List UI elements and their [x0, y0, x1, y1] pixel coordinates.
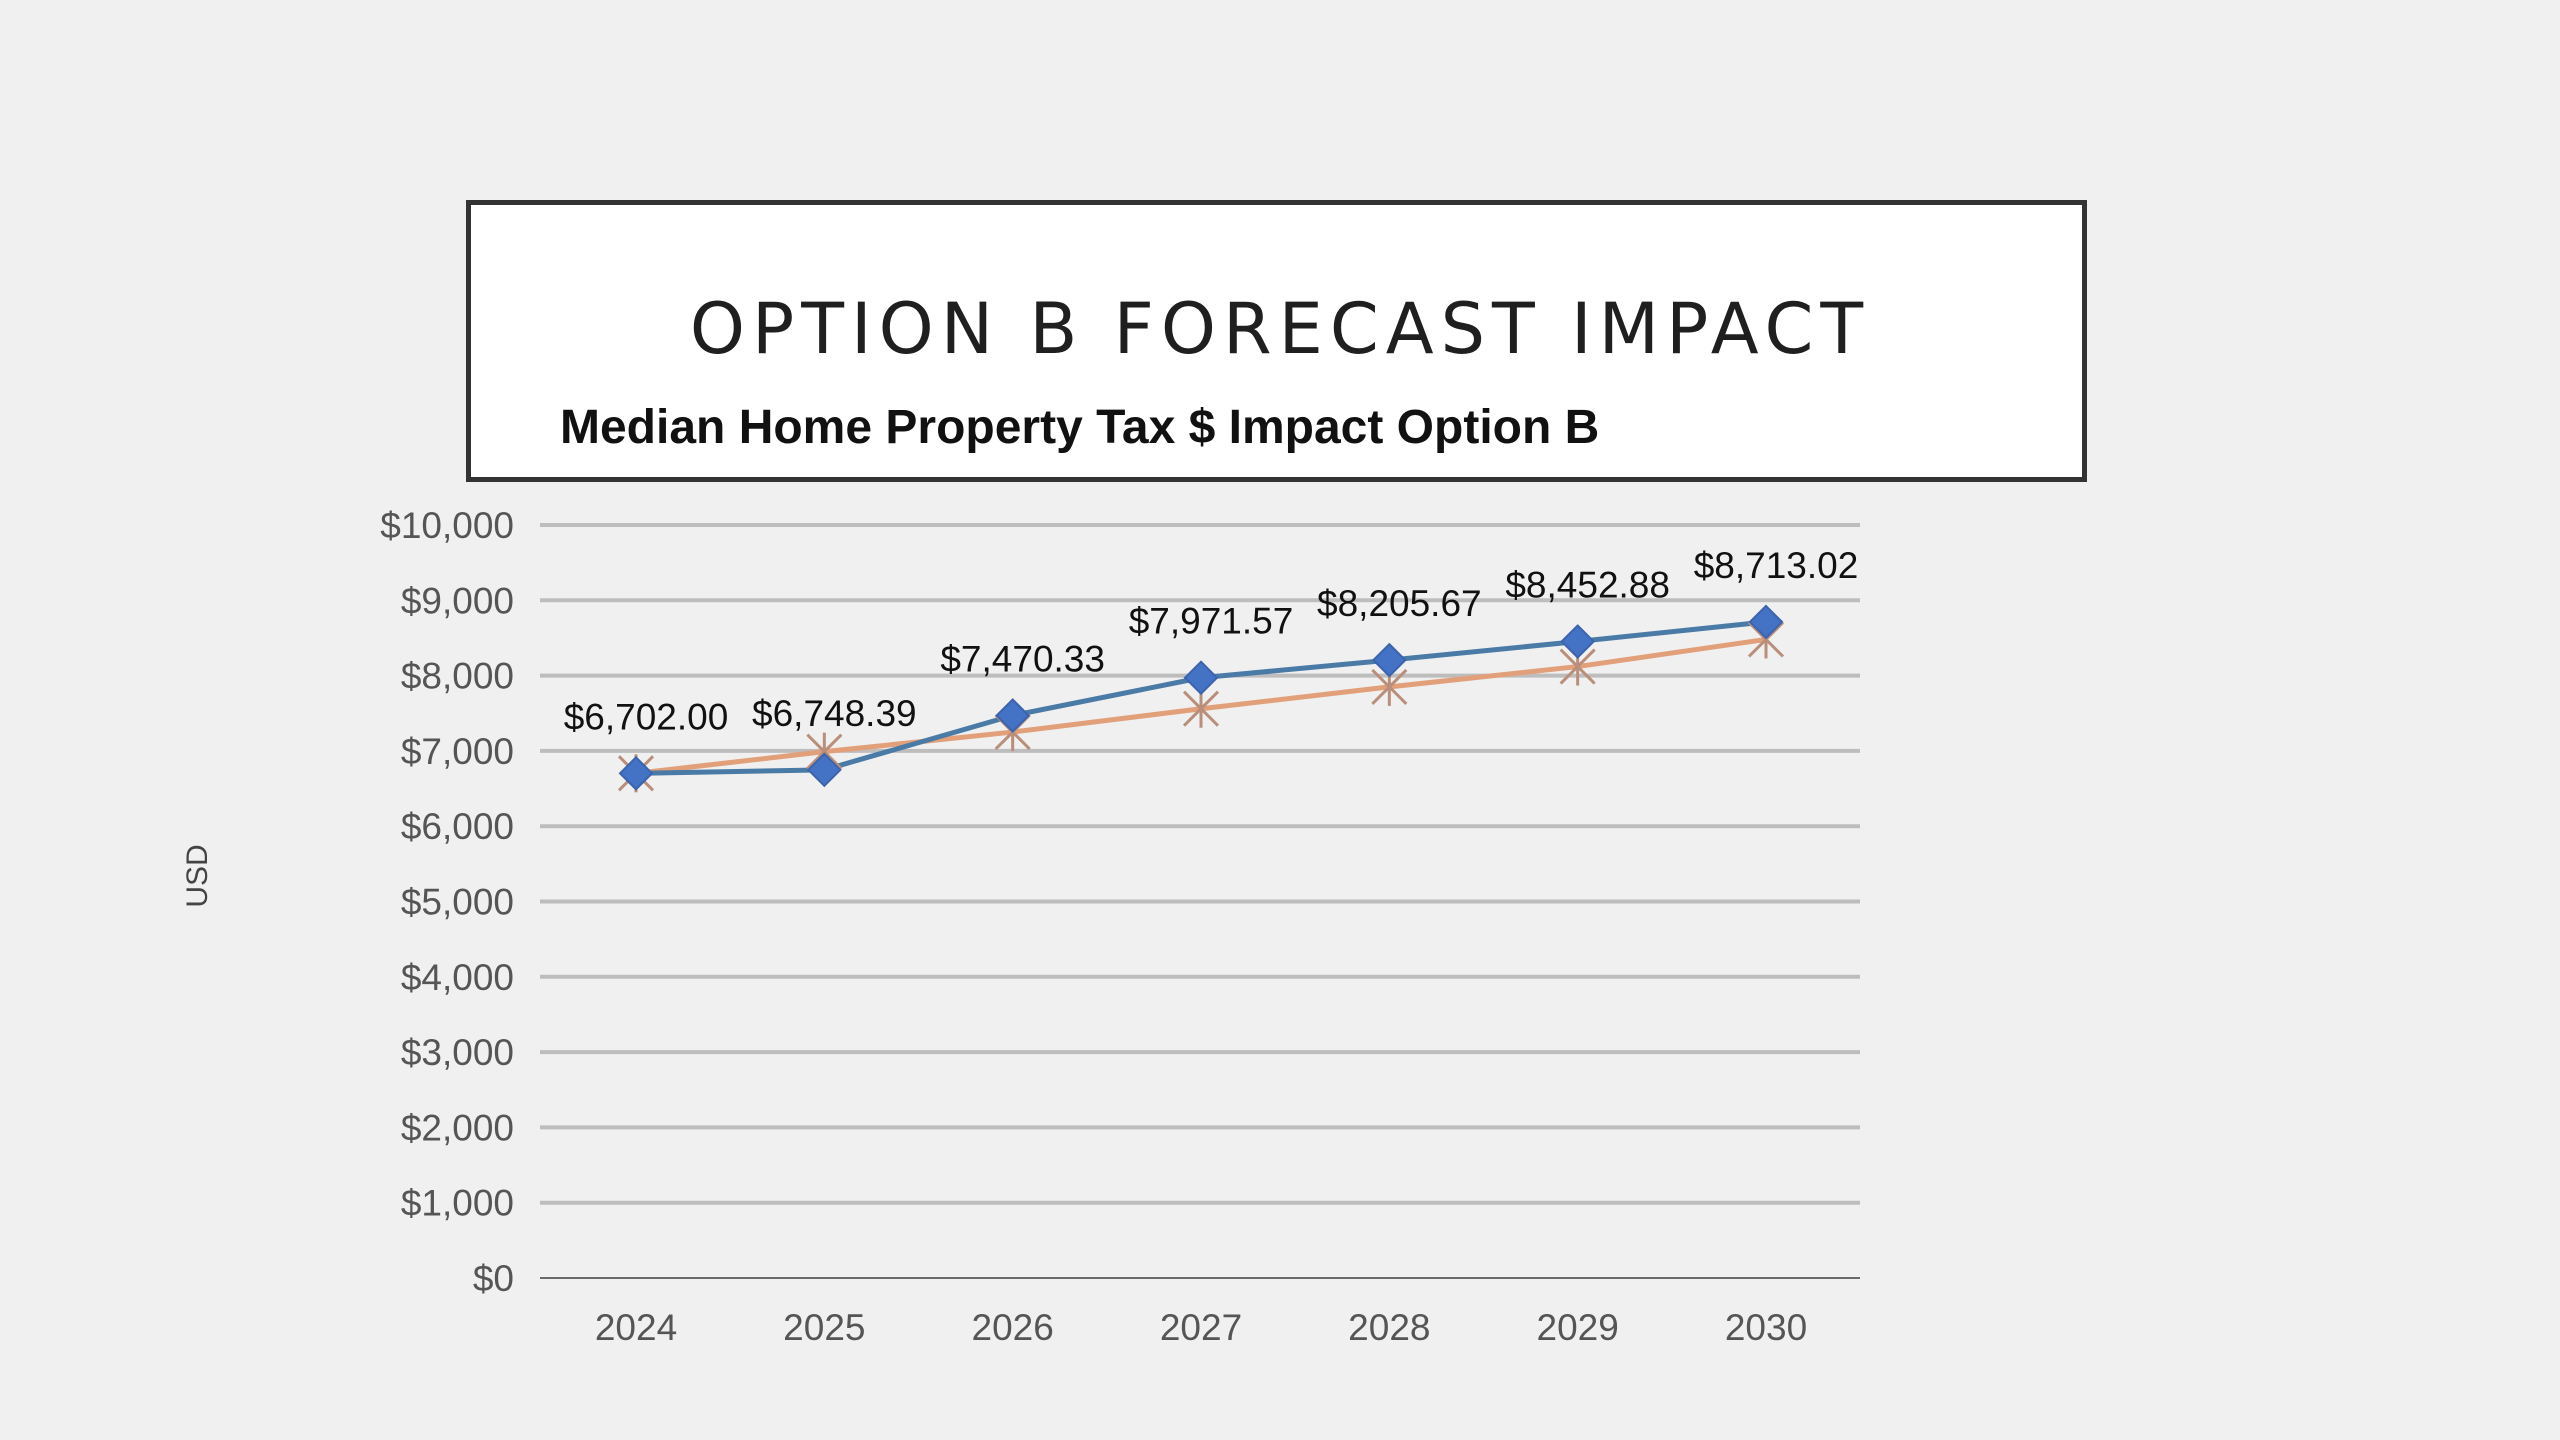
data-label: $8,205.67: [1317, 583, 1482, 624]
series-2-marker: [1182, 689, 1220, 728]
data-label: $6,702.00: [564, 696, 729, 737]
x-tick-label: 2025: [783, 1307, 865, 1348]
x-tick-label: 2024: [595, 1307, 677, 1348]
y-tick-label: $9,000: [401, 580, 514, 621]
y-tick-label: $0: [473, 1258, 514, 1299]
y-tick-label: $10,000: [380, 505, 514, 546]
gridlines: [540, 523, 1860, 1279]
x-tick-label: 2029: [1537, 1307, 1619, 1348]
series-1-marker: [1371, 642, 1407, 678]
y-tick-label: $7,000: [401, 731, 514, 772]
markers: [617, 604, 1785, 793]
data-label: $7,470.33: [940, 638, 1105, 679]
y-tick-label: $6,000: [401, 806, 514, 847]
data-label: $8,713.02: [1694, 545, 1859, 586]
series-1-marker: [806, 752, 842, 788]
data-label: $7,971.57: [1129, 601, 1294, 642]
y-tick-label: $8,000: [401, 656, 514, 697]
title-box: [466, 200, 2087, 482]
y-tick-label: $5,000: [401, 882, 514, 923]
chart-title: Median Home Property Tax $ Impact Option…: [560, 401, 1600, 454]
series-1-marker: [1183, 660, 1219, 696]
y-tick-label: $3,000: [401, 1032, 514, 1073]
y-tick-label: $2,000: [401, 1107, 514, 1148]
x-tick-label: 2028: [1348, 1307, 1430, 1348]
slide-title: OPTION B FORECAST IMPACT: [689, 288, 1871, 370]
x-tick-label: 2027: [1160, 1307, 1242, 1348]
data-label: $6,748.39: [752, 693, 917, 734]
series-1-marker: [1748, 604, 1784, 640]
y-tick-label: $1,000: [401, 1183, 514, 1224]
axis-labels: $0 $1,000 $2,000 $3,000 $4,000 $5,000 $6,000 $7…: [380, 505, 1807, 1348]
series-1-marker: [995, 698, 1031, 733]
y-tick-label: $4,000: [401, 957, 514, 998]
x-tick-label: 2030: [1725, 1307, 1807, 1348]
x-tick-label: 2026: [972, 1307, 1054, 1348]
series-1-marker: [618, 755, 654, 791]
data-label: $8,452.88: [1505, 564, 1670, 605]
data-labels: $6,702.00 $6,748.39 $7,470.33 $7,971.57 $8,2…: [564, 545, 1859, 737]
series-1-marker: [1560, 624, 1596, 659]
